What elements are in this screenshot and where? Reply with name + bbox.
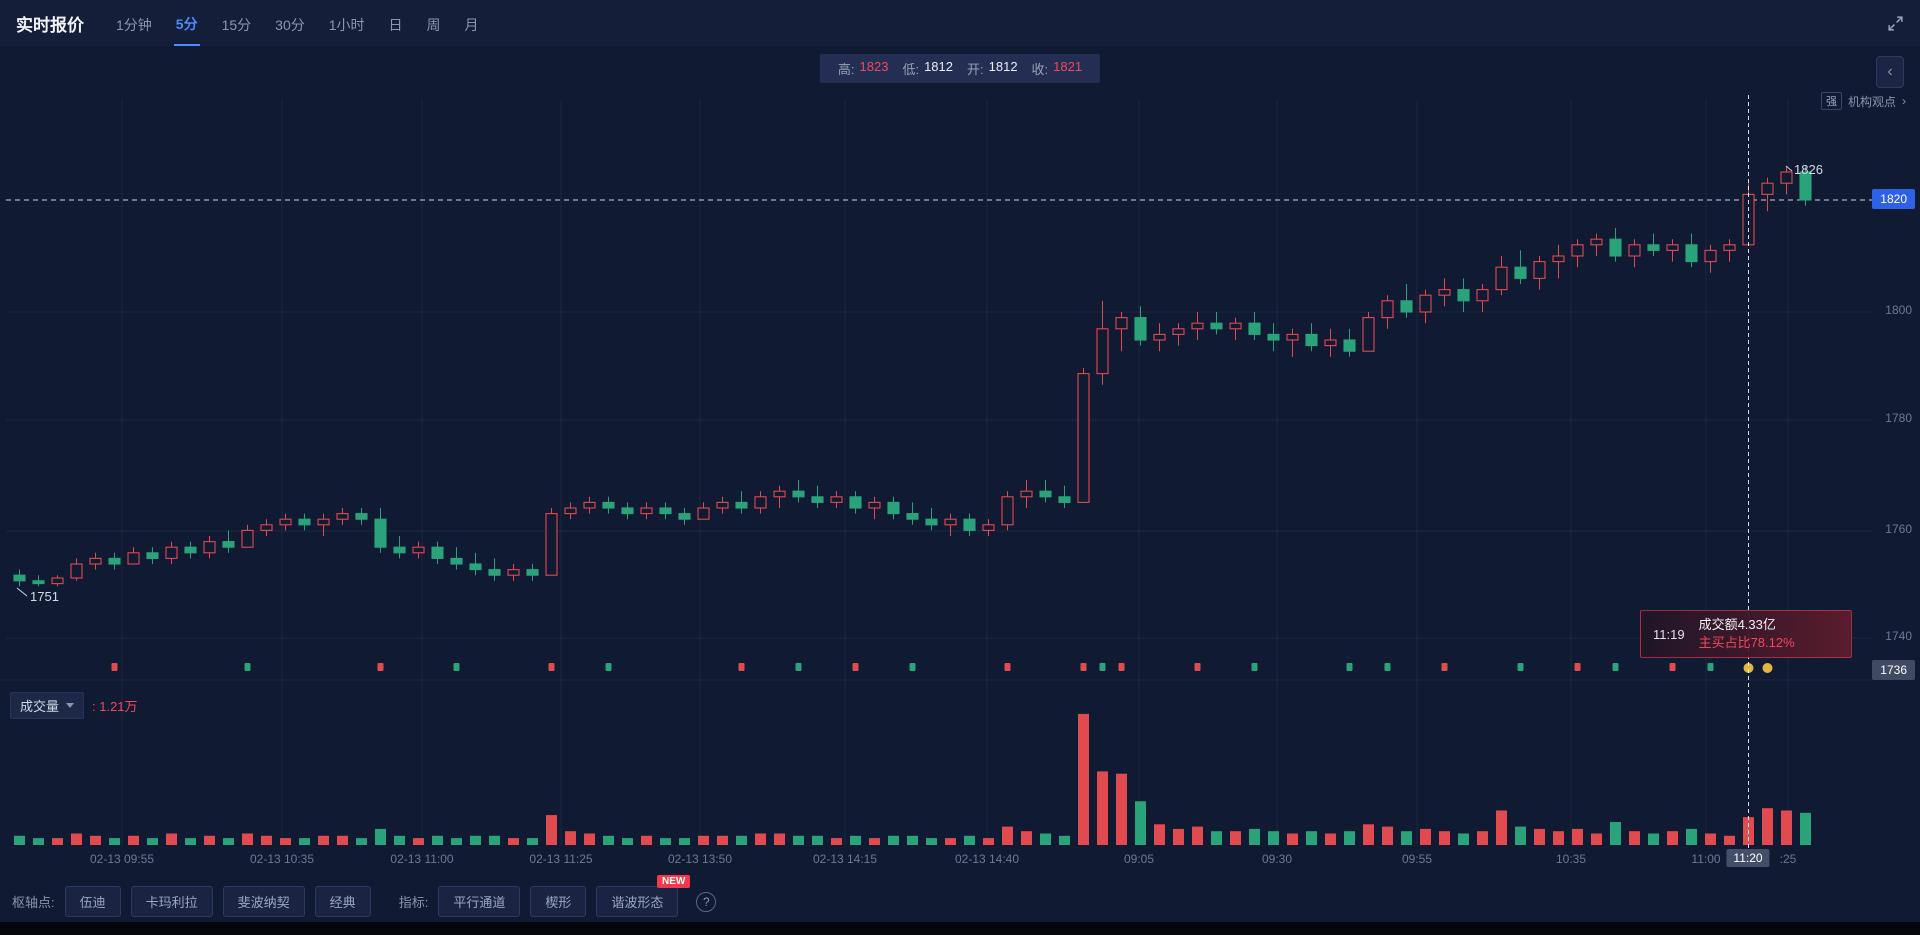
top-header: 实时报价 1分钟 5分 15分 30分 1小时 日 周 月 <box>0 0 1920 46</box>
tab-1min[interactable]: 1分钟 <box>116 16 152 33</box>
tab-week[interactable]: 周 <box>426 16 441 33</box>
close-value: 1821 <box>1053 59 1083 74</box>
new-badge: NEW <box>657 875 691 888</box>
page-title: 实时报价 <box>16 15 84 35</box>
pivot-button-classic[interactable]: 经典 <box>314 886 371 917</box>
pivot-button-woodie[interactable]: 伍迪 <box>64 886 121 917</box>
chevron-left-icon: ‹ <box>1887 63 1893 80</box>
help-icon[interactable]: ? <box>696 891 717 912</box>
chevron-down-icon <box>66 703 75 708</box>
high-value: 1823 <box>859 59 889 74</box>
chevron-right-icon: › <box>1902 94 1906 108</box>
close-label: 收: <box>1031 62 1049 77</box>
indicator-harmonic-wrap: 谐波形态 NEW <box>596 875 691 917</box>
volume-value: : 1.21万 <box>92 699 138 714</box>
price-badge-1820: 1820 <box>1872 189 1915 209</box>
pivot-button-camarilla[interactable]: 卡玛利拉 <box>130 886 213 917</box>
strength-badge: 强 <box>1820 92 1842 110</box>
tooltip-turnover: 成交额4.33亿 <box>1698 617 1776 632</box>
volume-header: 成交量 : 1.21万 <box>10 692 138 719</box>
bottom-edge-strip <box>0 922 1920 935</box>
ohlc-info-bar: 高: 1823 低: 1812 开: 1812 收: 1821 <box>819 54 1101 83</box>
institution-view-link[interactable]: 强 机构观点 › <box>1820 92 1906 110</box>
volume-label: 成交量 <box>20 699 60 714</box>
tab-month[interactable]: 月 <box>464 16 479 33</box>
low-label: 低: <box>902 62 920 77</box>
tab-5min[interactable]: 5分 <box>173 1 200 46</box>
collapse-panel-button[interactable]: ‹ <box>1876 56 1904 88</box>
tooltip-main-buy-ratio: 主买占比78.12% <box>1698 635 1795 650</box>
bottom-toolbar: 枢轴点: 伍迪 卡玛利拉 斐波纳契 经典 指标: 平行通道 楔形 谐波形态 NE… <box>12 875 717 917</box>
crosshair-tooltip: 11:19 成交额4.33亿 主买占比78.12% <box>1640 610 1852 658</box>
tooltip-lines: 成交额4.33亿 主买占比78.12% <box>1699 616 1795 652</box>
indicator-label: 指标: <box>398 895 429 910</box>
svg-text:1751: 1751 <box>30 589 59 604</box>
tab-1hour[interactable]: 1小时 <box>328 16 365 33</box>
tab-day[interactable]: 日 <box>388 16 403 33</box>
high-label: 高: <box>837 62 855 77</box>
institution-view-label: 机构观点 <box>1847 94 1896 109</box>
open-label: 开: <box>967 62 984 77</box>
pivot-button-fibonacci[interactable]: 斐波纳契 <box>222 886 305 917</box>
pivot-label: 枢轴点: <box>12 895 55 910</box>
indicator-button-harmonic[interactable]: 谐波形态 <box>596 886 679 917</box>
timeframe-tabs: 1分钟 5分 15分 30分 1小时 日 周 月 <box>114 0 481 46</box>
tab-30min[interactable]: 30分 <box>275 16 305 33</box>
open-value: 1812 <box>988 59 1018 74</box>
tab-15min[interactable]: 15分 <box>221 16 252 33</box>
tooltip-time: 11:19 <box>1653 626 1685 642</box>
svg-text:1826: 1826 <box>1794 162 1823 177</box>
indicator-button-parallel-channel[interactable]: 平行通道 <box>438 886 521 917</box>
indicator-button-wedge[interactable]: 楔形 <box>530 886 587 917</box>
fullscreen-icon[interactable] <box>1887 15 1904 32</box>
volume-indicator-selector[interactable]: 成交量 <box>10 692 85 719</box>
low-value: 1812 <box>924 59 953 74</box>
price-badge-1736: 1736 <box>1872 660 1915 680</box>
